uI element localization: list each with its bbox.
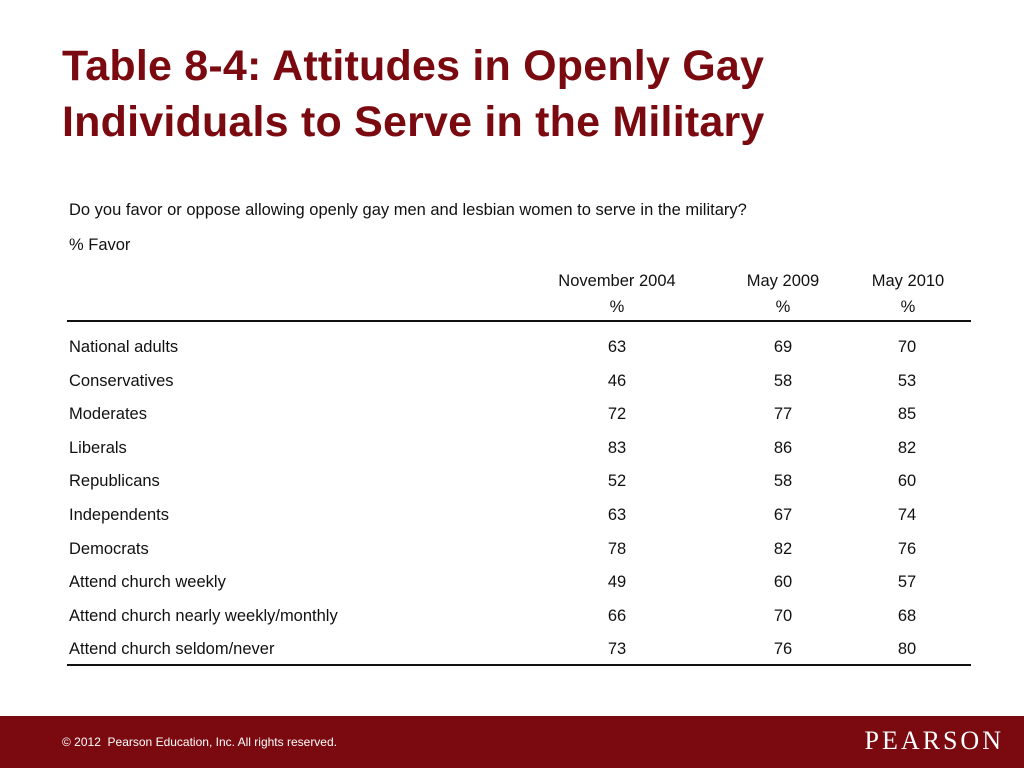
cell-value: 77 — [773, 405, 793, 424]
cell-value: 53 — [897, 371, 917, 390]
table-row: Democrats 78 82 76 — [69, 533, 969, 567]
cell-value: 57 — [897, 573, 917, 592]
cell-value: 52 — [607, 472, 627, 491]
row-label: Attend church weekly — [69, 573, 226, 592]
cell-value: 78 — [607, 539, 627, 558]
table-row: Attend church nearly weekly/monthly 66 7… — [69, 600, 969, 634]
column-header-unit: % — [900, 298, 916, 316]
cell-value: 49 — [607, 573, 627, 592]
column-header-may-2010: May 2010 % — [850, 268, 966, 320]
cell-value: 60 — [897, 472, 917, 491]
cell-value: 46 — [607, 371, 627, 390]
cell-value: 58 — [773, 371, 793, 390]
row-label: Republicans — [69, 472, 160, 491]
column-header-label: May 2010 — [871, 272, 945, 290]
column-header-label: November 2004 — [558, 272, 676, 290]
column-header-may-2009: May 2009 % — [722, 268, 844, 320]
cell-value: 85 — [897, 405, 917, 424]
slide-title-line-2: Individuals to Serve in the Military — [62, 98, 765, 146]
copyright-notice: © 2012 Pearson Education, Inc. All right… — [62, 735, 337, 749]
cell-value: 74 — [897, 505, 917, 524]
slide-title-line-1: Table 8-4: Attitudes in Openly Gay — [62, 42, 765, 90]
row-label: Liberals — [69, 438, 127, 457]
table-bottom-rule — [67, 664, 971, 666]
row-label: Attend church nearly weekly/monthly — [69, 606, 338, 625]
column-header-label: May 2009 — [746, 272, 820, 290]
cell-value: 86 — [773, 438, 793, 457]
footer-bar: © 2012 Pearson Education, Inc. All right… — [0, 716, 1024, 768]
row-label: Moderates — [69, 405, 147, 424]
row-label: Attend church seldom/never — [69, 640, 275, 659]
row-label: Independents — [69, 505, 170, 524]
cell-value: 76 — [897, 539, 917, 558]
table-row: Moderates 72 77 85 — [69, 398, 969, 432]
column-header-unit: % — [609, 298, 625, 316]
cell-value: 68 — [897, 606, 917, 625]
table-row: Attend church weekly 49 60 57 — [69, 566, 969, 600]
cell-value: 63 — [607, 505, 627, 524]
column-header-unit: % — [775, 298, 791, 316]
cell-value: 58 — [773, 472, 793, 491]
row-label: Conservatives — [69, 371, 174, 390]
table-row: Liberals 83 86 82 — [69, 432, 969, 466]
table-top-rule — [67, 320, 971, 322]
cell-value: 60 — [773, 573, 793, 592]
table-body: National adults 63 69 70 Conservatives 4… — [69, 331, 969, 667]
cell-value: 67 — [773, 505, 793, 524]
row-label: National adults — [69, 338, 179, 356]
table-row: Republicans 52 58 60 — [69, 465, 969, 499]
cell-value: 70 — [897, 338, 917, 356]
table-row: National adults 63 69 70 — [69, 331, 969, 365]
row-label: Democrats — [69, 539, 149, 558]
cell-value: 83 — [607, 438, 627, 457]
pearson-logo: PEARSON — [864, 726, 1004, 755]
cell-value: 76 — [773, 640, 793, 659]
cell-value: 80 — [897, 640, 917, 659]
cell-value: 70 — [773, 606, 793, 625]
table-row: Conservatives 46 58 53 — [69, 365, 969, 399]
cell-value: 66 — [607, 606, 627, 625]
table-row: Attend church seldom/never 73 76 80 — [69, 633, 969, 667]
cell-value: 63 — [607, 338, 627, 356]
cell-value: 69 — [773, 338, 793, 356]
table-row: Independents 63 67 74 — [69, 499, 969, 533]
column-header-november-2004: November 2004 % — [528, 268, 706, 320]
cell-value: 72 — [607, 405, 627, 424]
survey-question: Do you favor or oppose allowing openly g… — [69, 201, 747, 219]
slide-title: Table 8-4: Attitudes in Openly Gay Indiv… — [62, 38, 962, 150]
cell-value: 82 — [897, 438, 917, 457]
table-subheading: % Favor — [69, 236, 131, 254]
cell-value: 73 — [607, 640, 627, 659]
cell-value: 82 — [773, 539, 793, 558]
